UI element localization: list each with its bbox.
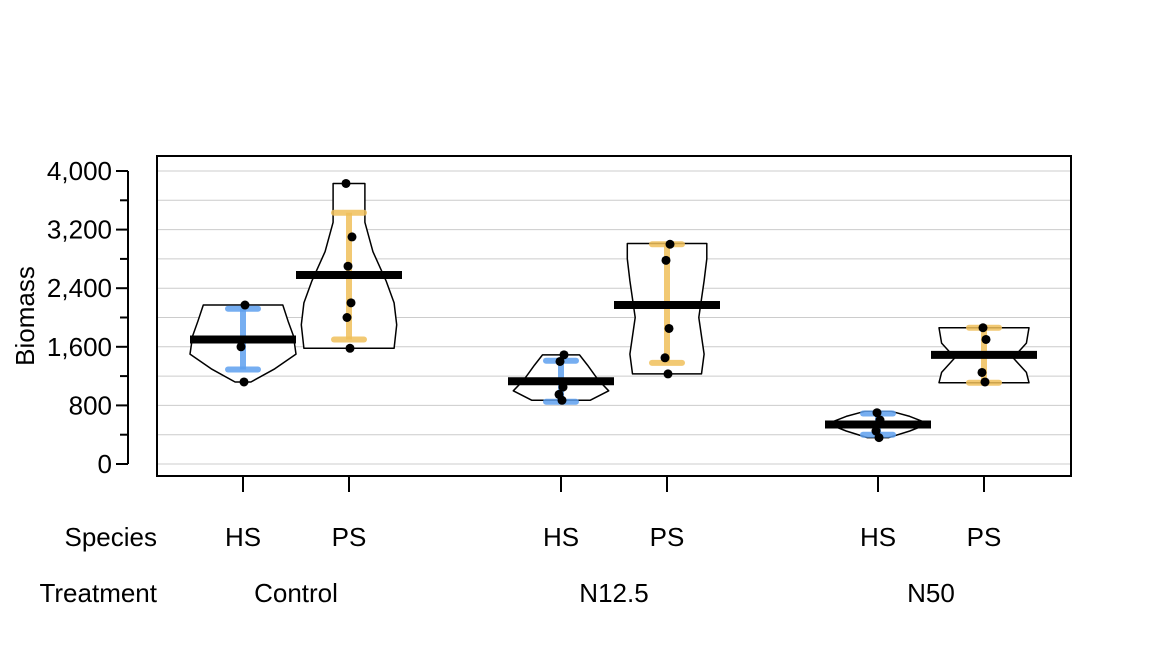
data-point xyxy=(345,343,355,353)
treatment-label: N50 xyxy=(907,578,955,608)
y-tick-label: 2,400 xyxy=(47,273,112,303)
y-tick-label: 1,600 xyxy=(47,332,112,362)
data-point xyxy=(559,350,569,360)
plot-frame xyxy=(156,155,1072,477)
data-point xyxy=(980,377,990,387)
violins xyxy=(189,182,1030,439)
species-row-label: Species xyxy=(65,522,158,552)
data-point xyxy=(555,356,565,366)
species-label: HS xyxy=(225,522,261,552)
data-point xyxy=(871,426,881,436)
x-axis: HS PS HS PS HS PS Control N12.5 N50 xyxy=(225,476,1001,608)
y-tick-label: 4,000 xyxy=(47,156,112,186)
data-points xyxy=(236,178,991,443)
species-label: PS xyxy=(650,522,685,552)
data-point xyxy=(981,334,991,344)
data-point xyxy=(236,342,246,352)
data-point xyxy=(341,178,351,188)
data-point xyxy=(346,298,356,308)
y-tick-label: 800 xyxy=(69,390,112,420)
treatment-label: N12.5 xyxy=(579,578,648,608)
data-point xyxy=(663,369,673,379)
data-point xyxy=(977,367,987,377)
data-point xyxy=(661,255,671,265)
y-tick-label: 0 xyxy=(98,449,112,479)
data-point xyxy=(240,300,250,310)
grid-lines xyxy=(157,170,1071,465)
data-point xyxy=(239,377,249,387)
treatment-row-label: Treatment xyxy=(39,578,157,608)
data-point xyxy=(347,232,357,242)
data-point xyxy=(343,261,353,271)
data-point xyxy=(342,313,352,322)
y-axis-title: Biomass xyxy=(10,266,40,366)
data-point xyxy=(978,323,988,333)
species-label: PS xyxy=(332,522,367,552)
treatment-label: Control xyxy=(254,578,338,608)
data-point xyxy=(872,408,882,418)
species-label: HS xyxy=(543,522,579,552)
y-tick-label: 3,200 xyxy=(47,215,112,245)
data-point xyxy=(660,353,670,363)
species-label: HS xyxy=(860,522,896,552)
data-point xyxy=(665,239,675,249)
mean-bars xyxy=(190,271,1037,429)
data-point xyxy=(664,323,674,333)
data-point xyxy=(554,389,564,399)
species-label: PS xyxy=(967,522,1002,552)
y-axis: 0 800 1,600 2,400 3,200 4,000 xyxy=(47,156,129,479)
